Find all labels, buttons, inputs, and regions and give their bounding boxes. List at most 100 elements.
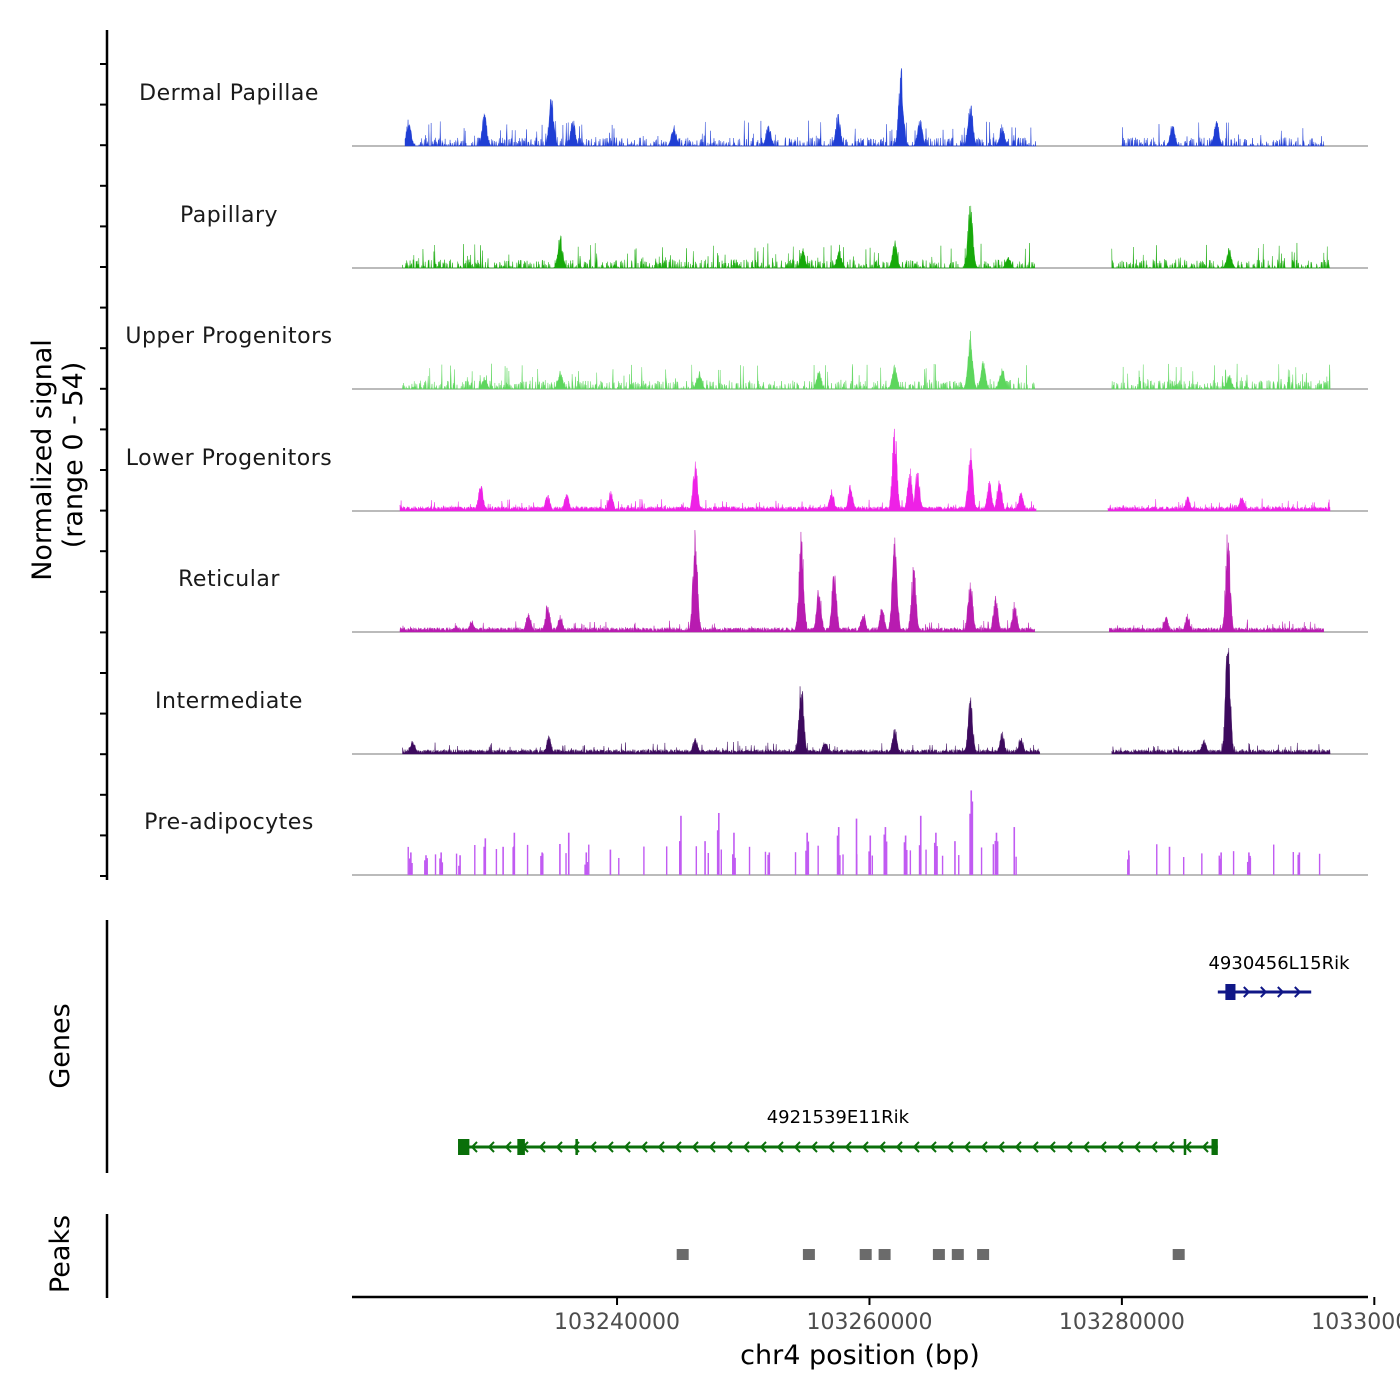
strand-arrow (759, 1141, 767, 1153)
signal-bar (434, 854, 437, 875)
signal-bar (1182, 857, 1185, 875)
coverage-track: Pre-adipocytes (144, 790, 1368, 876)
signal-bar (458, 865, 460, 875)
strand-arrow (929, 1141, 937, 1153)
gene-exon (1183, 1139, 1187, 1155)
strand-arrow (674, 1141, 682, 1153)
peak-region (859, 1249, 872, 1260)
signal-bar (764, 851, 767, 875)
signal-bar (542, 853, 544, 875)
signal-area (1111, 242, 1331, 269)
coverage-track: Lower Progenitors (126, 428, 1368, 512)
signal-bar (871, 855, 874, 875)
signal-bar (410, 852, 412, 875)
genes-panel: 4921539E11Rik 4930456L15Rik (105, 920, 1350, 1173)
signal-bar (885, 841, 888, 875)
signal-bar (513, 846, 515, 875)
strand-arrow (793, 1141, 801, 1153)
gene-exon (1225, 984, 1236, 1000)
signal-bar (565, 853, 567, 875)
signal-bar (855, 818, 858, 875)
signal-bar (585, 852, 588, 875)
signal-bar (958, 855, 960, 875)
signal-bar (679, 841, 681, 875)
peak-region (1172, 1249, 1185, 1260)
signal-bar (1127, 850, 1130, 875)
strand-arrow (1294, 986, 1302, 998)
signal-bar (954, 841, 956, 875)
signal-bar (718, 812, 720, 875)
coverage-tracks: Dermal Papillae Papillary Upper Progenitor… (125, 68, 1368, 876)
track-label: Upper Progenitors (125, 324, 332, 349)
strand-arrow (861, 1141, 869, 1153)
signal-bar (903, 842, 906, 875)
signal-bar (1156, 844, 1158, 875)
gene-exon (575, 1139, 578, 1155)
signal-bar (502, 846, 504, 875)
strand-arrow (657, 1141, 665, 1153)
signal-bar (1220, 852, 1222, 875)
peak-region (676, 1249, 689, 1260)
strand-arrow (1201, 1141, 1209, 1153)
signal-bar (707, 852, 709, 875)
signal-bar (971, 801, 974, 875)
signal-bar (567, 832, 570, 875)
signal-bar (408, 858, 411, 875)
signal-bar (969, 813, 971, 875)
peak-region (802, 1249, 815, 1260)
x-tick-label: 103240000 (554, 1310, 680, 1335)
signal-bar (996, 841, 999, 875)
signal-bar (720, 849, 722, 875)
signal-bar (794, 852, 797, 875)
signal-bar (768, 852, 771, 875)
coverage-track: Papillary (180, 203, 1368, 269)
signal-bar (1318, 853, 1321, 875)
coverage-track: Reticular (178, 530, 1368, 633)
signal-bar (526, 844, 529, 875)
gene-exon (1211, 1139, 1218, 1155)
signal-bar (584, 864, 586, 875)
track-label: Pre-adipocytes (144, 810, 314, 835)
signal-bar (1298, 852, 1301, 875)
signal-bar (1013, 827, 1016, 875)
signal-area (1111, 647, 1331, 755)
signal-bar (918, 845, 921, 875)
strand-arrow (1116, 1141, 1124, 1153)
strand-arrow (487, 1141, 495, 1153)
x-tick-label: 103300000 (1311, 1310, 1400, 1335)
signal-bar (455, 853, 458, 875)
signal-bar (868, 851, 870, 875)
strand-arrow (691, 1141, 699, 1153)
signal-bar (994, 840, 997, 875)
coverage-track: Upper Progenitors (125, 324, 1368, 390)
signal-bar (734, 857, 736, 875)
y-axis-title-line2: (range 0 - 54) (58, 362, 89, 549)
strand-arrow (997, 1141, 1005, 1153)
strand-arrow (504, 1141, 512, 1153)
peak-region (951, 1249, 964, 1260)
signal-bar (884, 845, 887, 875)
peak-region (878, 1249, 891, 1260)
track-label: Papillary (180, 203, 278, 228)
gene-model: 4921539E11Rik (458, 1107, 1218, 1155)
signal-bar (1015, 856, 1017, 875)
signal-bar (411, 863, 413, 875)
x-tick-label: 103280000 (1059, 1310, 1185, 1335)
x-tick-label: 103260000 (807, 1310, 933, 1335)
strand-arrow (1065, 1141, 1073, 1153)
signal-bar (805, 850, 807, 875)
track-label: Lower Progenitors (126, 446, 332, 471)
signal-bar (425, 855, 427, 875)
signal-bar (704, 841, 706, 875)
signal-bar (474, 845, 476, 875)
signal-bar (618, 857, 620, 875)
signal-bar (869, 835, 872, 875)
y-axis-title: Normalized signal (range 0 - 54) (27, 339, 89, 581)
signal-area (1109, 534, 1325, 633)
strand-arrow (640, 1141, 648, 1153)
strand-arrow (1243, 986, 1251, 998)
signal-bar (842, 854, 844, 875)
signal-bar (1232, 851, 1235, 875)
gene-model: 4930456L15Rik (1208, 953, 1350, 1000)
